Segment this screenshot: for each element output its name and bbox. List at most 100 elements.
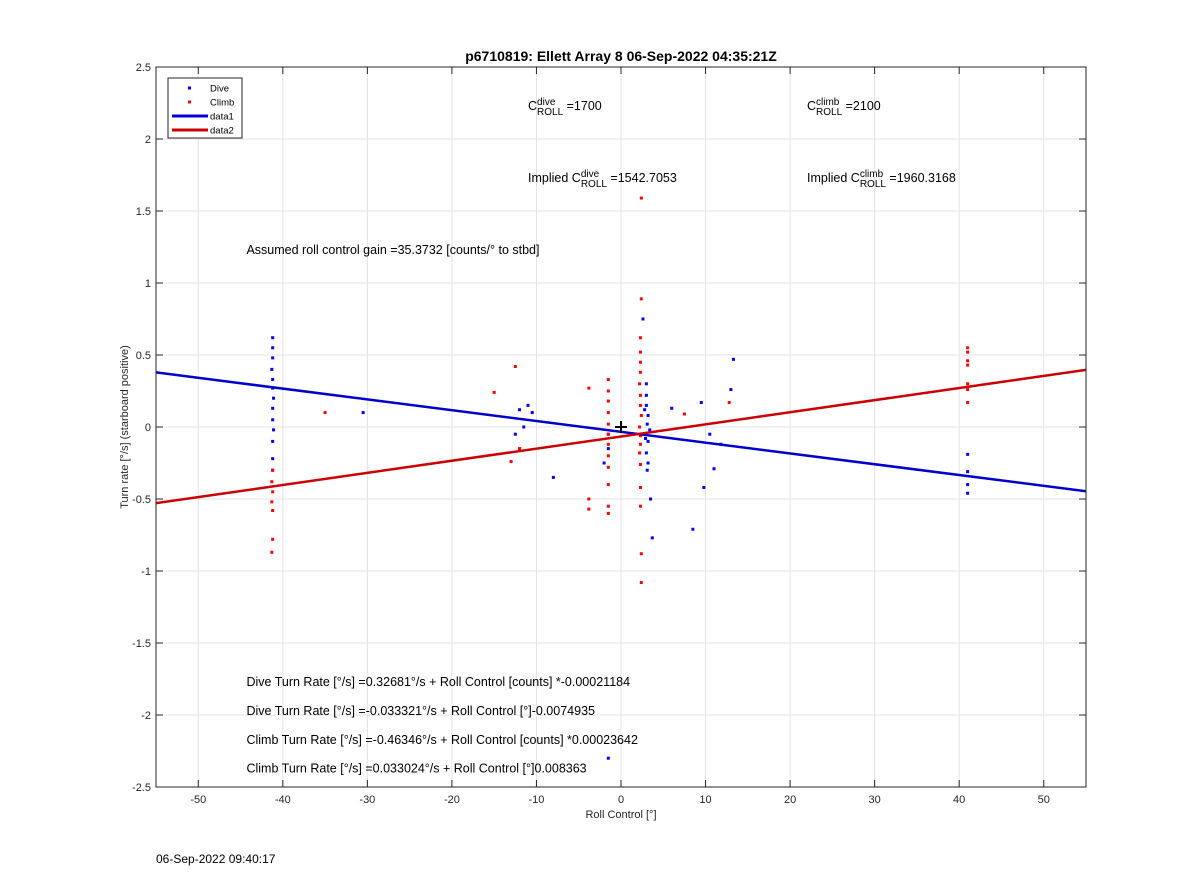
data-layer: [156, 196, 1086, 760]
point-climb: [270, 480, 274, 484]
annotation-superscript: climb: [860, 169, 884, 180]
annotation-superscript: dive: [537, 97, 556, 108]
point-climb: [271, 490, 275, 494]
point-climb: [966, 359, 970, 363]
y-tick-label: -0.5: [132, 494, 151, 506]
point-dive: [643, 408, 647, 412]
point-dive: [644, 437, 648, 441]
point-climb: [518, 447, 522, 451]
point-climb: [638, 451, 642, 455]
point-dive: [646, 439, 650, 443]
point-dive: [646, 461, 650, 465]
annotation-superscript: dive: [581, 169, 600, 180]
axes-box: [155, 66, 1087, 788]
point-dive: [602, 461, 606, 465]
point-climb: [606, 454, 610, 458]
annotation-subscript: ROLL: [816, 107, 843, 118]
point-climb: [638, 360, 642, 364]
point-climb: [639, 196, 643, 200]
legend: Dive Climb data1 data2: [167, 77, 243, 139]
point-climb: [606, 504, 610, 508]
legend-label: Dive: [210, 84, 229, 95]
point-climb: [966, 388, 970, 392]
point-dive: [966, 452, 970, 456]
point-dive: [271, 346, 275, 350]
point-dive: [670, 406, 674, 410]
point-climb: [606, 511, 610, 515]
point-dive: [644, 393, 648, 397]
annotation-base: C: [572, 171, 581, 185]
point-climb: [638, 425, 642, 429]
annotation-text: Climb Turn Rate [°/s] =0.033024°/s + Rol…: [246, 762, 586, 776]
annotation-suffix: =1960.3168: [886, 171, 956, 185]
point-climb: [638, 403, 642, 407]
point-dive: [513, 432, 517, 436]
point-climb: [606, 442, 610, 446]
y-tick-label: -1: [141, 566, 151, 578]
legend-label: Climb: [210, 98, 234, 109]
y-tick-label: 0: [145, 422, 151, 434]
point-dive: [712, 467, 716, 471]
print-timestamp: 06-Sep-2022 09:40:17: [156, 852, 276, 866]
point-dive: [271, 457, 275, 461]
point-climb: [966, 346, 970, 350]
annotation-prefix: Implied: [528, 171, 572, 185]
point-dive: [641, 317, 645, 321]
annotation-subscript: ROLL: [581, 179, 608, 190]
annotation-text: Assumed roll control gain =35.3732 [coun…: [246, 243, 539, 257]
point-dive: [271, 418, 275, 422]
annotation-suffix: =1700: [563, 99, 602, 113]
legend-marker-dive: [188, 86, 191, 90]
annotation-base: C: [851, 171, 860, 185]
point-climb: [638, 382, 642, 386]
point-climb: [271, 509, 275, 513]
point-dive: [966, 470, 970, 474]
point-climb: [966, 363, 970, 367]
point-climb: [606, 483, 610, 487]
point-climb: [271, 468, 275, 472]
point-climb: [638, 434, 642, 438]
point-dive: [644, 382, 648, 386]
x-tick-label: 40: [953, 794, 965, 806]
annotation-subscript: ROLL: [860, 179, 887, 190]
y-tick-label: -2.5: [132, 782, 151, 794]
point-dive: [708, 432, 712, 436]
point-climb: [966, 350, 970, 354]
legend-box: [167, 77, 243, 139]
annotation-coefficient: Cdive ROLL =1700: [528, 97, 602, 118]
point-climb: [587, 507, 591, 511]
point-dive: [699, 401, 703, 405]
point-climb: [638, 504, 642, 508]
point-dive: [731, 357, 735, 361]
x-tick-label: 50: [1038, 794, 1050, 806]
point-dive: [271, 377, 275, 381]
point-dive: [272, 428, 276, 432]
point-dive: [729, 388, 733, 392]
point-climb: [270, 500, 274, 504]
point-dive: [271, 439, 275, 443]
point-dive: [649, 497, 653, 501]
point-climb: [323, 411, 327, 415]
point-dive: [271, 336, 275, 340]
x-axis-label: Roll Control [°]: [585, 809, 656, 821]
annotation-suffix: =2100: [842, 99, 881, 113]
point-dive: [650, 536, 654, 540]
point-climb: [606, 465, 610, 469]
point-dive: [644, 403, 648, 407]
point-climb: [727, 401, 731, 405]
point-dive: [361, 411, 365, 415]
chart-title: p6710819: Ellett Array 8 06-Sep-2022 04:…: [465, 48, 777, 64]
annotation-base: C: [807, 99, 816, 113]
annotation-text: Climb Turn Rate [°/s] =-0.46346°/s + Rol…: [246, 733, 638, 747]
point-climb: [606, 422, 610, 426]
point-dive: [645, 422, 649, 426]
y-tick-label: 0.5: [136, 350, 151, 362]
point-climb: [606, 411, 610, 415]
annotation-prefix: Implied: [807, 171, 851, 185]
point-climb: [513, 365, 517, 369]
point-climb: [509, 460, 513, 464]
point-dive: [702, 485, 706, 489]
point-climb: [638, 485, 642, 489]
x-tick-label: -30: [359, 794, 375, 806]
x-tick-label: -20: [444, 794, 460, 806]
